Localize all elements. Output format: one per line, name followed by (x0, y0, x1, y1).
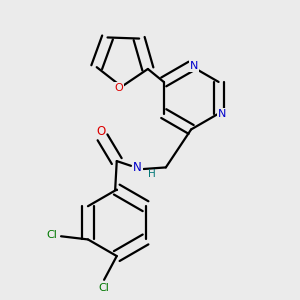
Text: Cl: Cl (47, 230, 58, 240)
Text: H: H (148, 169, 155, 179)
Text: N: N (218, 109, 226, 118)
Text: N: N (190, 61, 199, 71)
Text: O: O (114, 83, 123, 93)
Text: N: N (133, 161, 142, 174)
Text: Cl: Cl (98, 283, 109, 293)
Text: O: O (96, 125, 106, 138)
